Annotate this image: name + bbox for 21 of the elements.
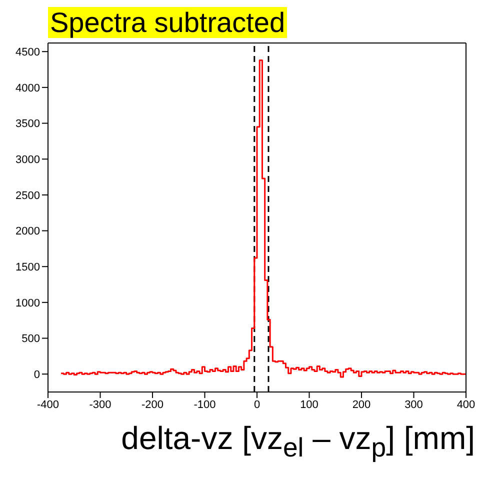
x-tick-label: 400 (456, 398, 476, 411)
y-tick-label: 2000 (16, 226, 40, 238)
chart-title: Spectra subtracted (48, 7, 288, 38)
x-tick-label: -200 (141, 398, 164, 411)
y-tick-label: 4500 (16, 46, 40, 59)
x-tick-label: 200 (352, 398, 371, 411)
y-tick-label: 2500 (16, 190, 40, 202)
x-axis-title: delta-vz [vz$_{el}$ – vz$_{p}$] [mm] (121, 420, 475, 462)
y-tick-label: 1000 (16, 297, 40, 310)
x-tick-label: -100 (194, 398, 216, 411)
y-tick-label: 4000 (16, 82, 40, 94)
x-tick-label: 300 (404, 398, 423, 411)
y-tick-label: 3000 (16, 154, 40, 166)
y-tick-label: 1500 (16, 261, 40, 274)
y-tick-label: 3500 (16, 118, 40, 130)
x-tick-label: -300 (89, 398, 112, 411)
x-tick-label: 100 (300, 398, 318, 411)
x-tick-label: -400 (36, 398, 60, 411)
y-tick-label: 0 (34, 368, 40, 381)
x-tick-label: 0 (254, 398, 260, 411)
y-tick-label: 500 (22, 333, 40, 346)
